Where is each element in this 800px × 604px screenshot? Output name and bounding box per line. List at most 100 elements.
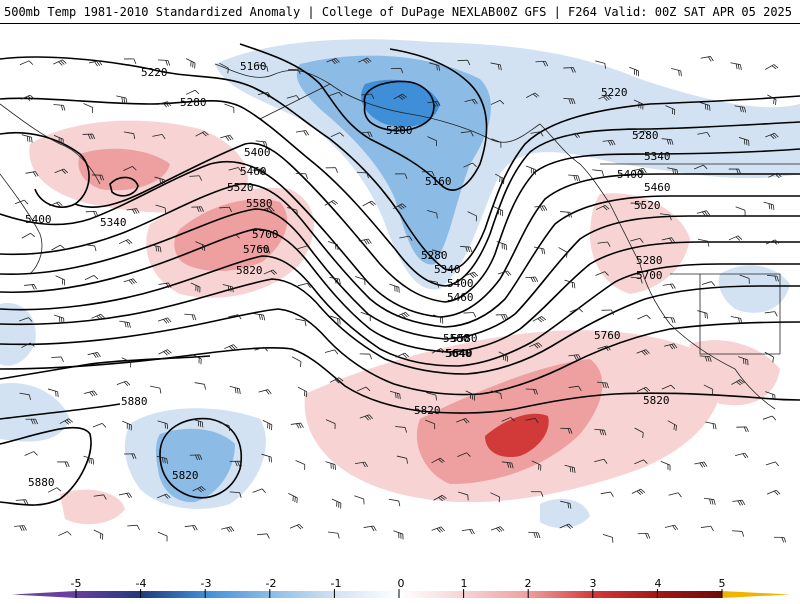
contour-label: 5880 <box>121 395 148 408</box>
wind-barb-flag <box>24 526 26 531</box>
wind-barb-flag <box>129 323 130 328</box>
wind-barb <box>325 350 335 353</box>
wind-barb <box>150 386 160 388</box>
wind-barb-flag <box>710 499 711 504</box>
wind-barb-flag <box>335 350 338 354</box>
wind-barb <box>764 202 774 205</box>
wind-barb <box>731 317 741 319</box>
contour-label: 5640 <box>446 347 473 360</box>
wind-barb <box>701 526 711 527</box>
wind-barb-flag <box>711 282 714 286</box>
contour-label: 5580 <box>246 197 273 210</box>
wind-barb-flag <box>775 312 778 317</box>
wind-barb <box>766 462 775 465</box>
wind-barb-flag <box>370 354 372 359</box>
contour-label: 5460 <box>644 181 671 194</box>
map-panel[interactable]: 5160 5220 5280 5100 5160 5220 5280 5340 … <box>0 24 800 576</box>
wind-barb-flag <box>58 392 59 397</box>
wind-barb-flag <box>738 501 741 506</box>
contour-label: 5160 <box>240 60 267 73</box>
wind-barb <box>669 493 679 495</box>
wind-barb <box>195 383 205 385</box>
wind-barb <box>568 175 578 176</box>
wind-barb-flag <box>472 529 475 534</box>
wind-barb <box>85 275 94 279</box>
contour-label: 5280 <box>632 129 659 142</box>
wind-barb-flag <box>611 492 614 497</box>
wind-barb-flag <box>544 249 545 254</box>
map-title: 500mb Temp 1981-2010 Standardized Anomal… <box>4 5 495 19</box>
wind-barb <box>22 135 32 138</box>
contour-label: 5340 <box>644 150 671 163</box>
wind-barb-flag <box>437 213 438 218</box>
contour-label: 5160 <box>425 175 452 188</box>
wind-barb <box>732 531 742 532</box>
wind-barb-flag <box>705 313 706 318</box>
wind-barb-flag <box>32 285 34 290</box>
wind-barb-flag <box>34 452 38 456</box>
wind-barb-flag <box>67 462 69 467</box>
wind-barb-flag <box>740 65 741 70</box>
wind-barb-flag <box>168 61 170 66</box>
contour-label: 5820 <box>236 264 263 277</box>
wind-barb-flag <box>239 389 240 394</box>
wind-barb <box>127 525 137 526</box>
map-header: 500mb Temp 1981-2010 Standardized Anomal… <box>0 0 800 24</box>
wind-barb <box>94 530 103 534</box>
wind-barb-flag <box>22 526 24 531</box>
wind-barb <box>458 60 468 61</box>
contour-label: 5820 <box>643 394 670 407</box>
wind-barb-flag <box>65 462 67 467</box>
wind-barb-flag <box>125 322 126 327</box>
wind-barb-flag <box>34 284 36 289</box>
wind-barb-flag <box>235 388 236 393</box>
wind-barb-flag <box>94 211 96 216</box>
wind-barb-flag <box>27 136 28 141</box>
anomaly-neg1-southwest-us <box>719 265 790 313</box>
wind-barb <box>292 357 301 362</box>
wind-barb <box>601 492 611 494</box>
contour-label: 5280 <box>636 254 663 267</box>
wind-barb-flag <box>578 176 580 181</box>
wind-barb-flag <box>31 233 35 236</box>
tick-label: 0 <box>398 577 405 590</box>
wind-barb-flag <box>134 59 136 64</box>
wind-barb <box>363 201 372 206</box>
wind-barb <box>560 212 570 213</box>
wind-barb-flag <box>772 416 776 420</box>
colorbar-swatch <box>657 591 722 598</box>
tick-label: 5 <box>719 577 726 590</box>
wind-barb <box>697 311 707 314</box>
wind-barb <box>298 387 307 392</box>
contour-label: 5580 <box>451 332 478 345</box>
wind-barb <box>463 312 473 313</box>
wind-barb-flag <box>538 533 540 538</box>
wind-barb-flag <box>572 282 573 287</box>
wind-barb-flag <box>335 278 336 283</box>
wind-barb <box>257 534 267 535</box>
wind-barb <box>629 67 638 71</box>
wind-barb-flag <box>574 175 576 180</box>
wind-barb <box>731 63 741 65</box>
wind-barb <box>25 452 34 456</box>
wind-barb-flag <box>784 537 786 542</box>
wind-barb-flag <box>61 105 63 110</box>
model-valid-time: 00Z GFS | F264 Valid: 00Z SAT APR 05 202… <box>496 5 792 19</box>
colorbar-swatch <box>593 591 658 598</box>
wind-barb-flag <box>29 61 33 65</box>
wind-barb-flag <box>714 500 715 505</box>
wind-barb-flag <box>534 533 536 538</box>
wind-barb-flag <box>736 64 737 69</box>
wind-barb <box>256 141 266 142</box>
wind-barb-flag <box>576 176 578 181</box>
wind-barb <box>765 65 774 70</box>
wind-barb <box>54 315 64 318</box>
tick-label: -4 <box>136 577 147 590</box>
wind-barb-flag <box>712 499 713 504</box>
anomaly-neg1-west-edge <box>0 303 36 366</box>
wind-barb-flag <box>202 422 203 427</box>
wind-barb <box>230 386 240 388</box>
colorbar-swatch <box>334 591 399 598</box>
wind-barb-flag <box>29 137 30 142</box>
wind-barb-flag <box>127 322 128 327</box>
